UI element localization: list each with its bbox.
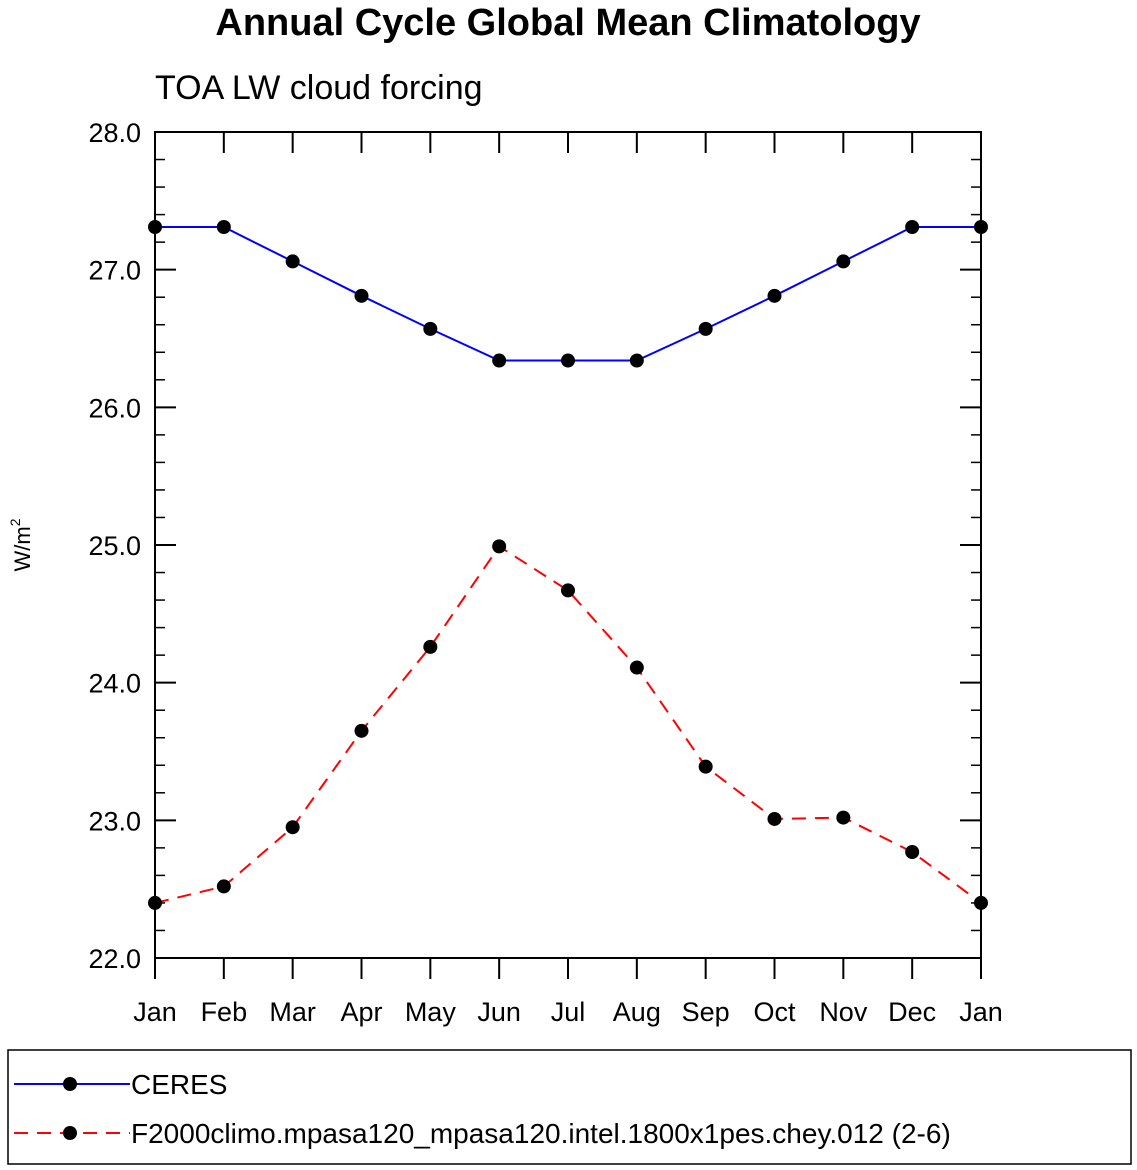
data-point (561, 353, 575, 368)
data-point (698, 321, 713, 336)
legend-entry-2: F2000climo.mpasa120_mpasa120.intel.1800x… (14, 1118, 951, 1149)
data-point (836, 810, 851, 825)
data-point (216, 219, 231, 234)
y-tick-label: 28.0 (88, 118, 141, 148)
y-tick-label: 23.0 (88, 806, 141, 836)
data-point (561, 583, 575, 598)
x-tick-label: Aug (613, 997, 661, 1027)
data-point (629, 660, 644, 675)
y-tick-label: 26.0 (88, 393, 141, 423)
plot-series (148, 219, 988, 910)
x-tick-label: Nov (819, 997, 868, 1027)
x-tick-label: Jan (959, 997, 1003, 1027)
x-tick-label: Jul (551, 997, 586, 1027)
y-tick-label: 25.0 (88, 531, 141, 561)
data-point (285, 254, 300, 269)
data-point (423, 321, 438, 336)
y-axis-label: W/m2 (7, 518, 35, 571)
data-point (698, 759, 713, 774)
legend-entry-1: CERES (14, 1069, 227, 1100)
series-2 (148, 539, 988, 910)
x-tick-label: Jun (477, 997, 521, 1027)
legend-label: F2000climo.mpasa120_mpasa120.intel.1800x… (131, 1118, 951, 1149)
y-axis-label-text: W/m (10, 526, 35, 571)
x-tick-label: Sep (682, 997, 730, 1027)
data-point (354, 288, 369, 303)
legend-box (7, 1049, 1132, 1165)
series-1 (148, 219, 988, 368)
data-point (836, 254, 851, 269)
y-axis-label-superscript: 2 (7, 518, 23, 526)
y-tick-label: 24.0 (88, 669, 141, 699)
x-tick-label: Jan (133, 997, 177, 1027)
x-tick-label: Oct (753, 997, 796, 1027)
x-tick-label: Dec (888, 997, 936, 1027)
data-point (492, 353, 507, 368)
plot-frame (154, 131, 982, 959)
series-line (154, 545, 982, 904)
data-point (354, 723, 369, 738)
x-tick-label: Feb (201, 997, 248, 1027)
x-tick-label: Mar (269, 997, 316, 1027)
legend-entries: CERES F2000climo.mpasa120_mpasa120.intel.… (14, 1069, 951, 1149)
chart-subtitle: TOA LW cloud forcing (155, 69, 483, 107)
data-point (423, 639, 438, 654)
x-tick-label: May (405, 997, 457, 1027)
legend-marker (63, 1077, 77, 1091)
legend-label: CERES (131, 1069, 227, 1100)
legend: CERES F2000climo.mpasa120_mpasa120.intel.… (7, 1049, 1132, 1165)
chart-title: Annual Cycle Global Mean Climatology (215, 2, 920, 44)
legend-marker (63, 1126, 77, 1140)
svg-text:W/m2: W/m2 (7, 518, 35, 571)
data-point (285, 820, 300, 835)
series-line (155, 225, 981, 362)
axis-ticks (154, 131, 982, 979)
x-tick-label: Apr (340, 997, 382, 1027)
data-point (905, 219, 920, 234)
axis-tick-labels: 22.0 23.0 24.0 25.0 26.0 27.0 28.0 Jan Feb Mar Apr… (88, 118, 1002, 1027)
data-point (629, 353, 644, 368)
data-point (905, 844, 920, 859)
data-point (216, 879, 231, 894)
data-point (492, 539, 507, 554)
data-point (767, 811, 782, 826)
y-tick-label: 27.0 (88, 256, 141, 286)
data-point (767, 288, 782, 303)
y-tick-label: 22.0 (88, 944, 141, 974)
